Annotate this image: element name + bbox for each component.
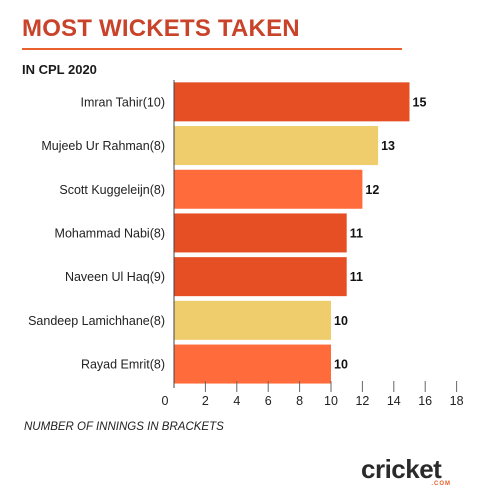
value-label: 13 [381, 139, 395, 153]
bar-chart: Imran Tahir(10) 15 Mujeeb Ur Rahman(8) 13 Sc… [28, 80, 464, 408]
value-label: 10 [334, 358, 348, 372]
value-label: 12 [365, 183, 379, 197]
x-tick-label: 8 [296, 394, 303, 408]
cricket-com-logo: cricket .COM [361, 456, 453, 490]
axis-group: 0 2 4 6 8 10 12 14 16 18 [162, 80, 464, 408]
x-tick-label: 16 [418, 394, 432, 408]
x-tick-label: 6 [265, 394, 272, 408]
category-label: Rayad Emrit(8) [81, 358, 165, 372]
x-tick-label: 14 [387, 394, 401, 408]
footnote: NUMBER OF INNINGS IN BRACKETS [24, 421, 224, 433]
title-underline [22, 48, 402, 50]
value-label: 15 [413, 95, 427, 109]
x-tick-label: 12 [355, 394, 369, 408]
bar [174, 126, 379, 166]
category-label: Scott Kuggeleijn(8) [59, 183, 165, 197]
bar [174, 300, 331, 340]
category-label: Mohammad Nabi(8) [55, 226, 165, 240]
bars-group: Imran Tahir(10) 15 Mujeeb Ur Rahman(8) 13 Sc… [28, 82, 427, 384]
bar [174, 213, 347, 253]
logo-wordmark: cricket [361, 454, 442, 484]
category-label: Naveen Ul Haq(9) [65, 270, 165, 284]
x-tick-label: 4 [233, 394, 240, 408]
x-tick-label: 2 [202, 394, 209, 408]
chart-subtitle: IN CPL 2020 [22, 62, 97, 77]
value-label: 10 [334, 314, 348, 328]
chart-title: MOST WICKETS TAKEN [22, 15, 300, 42]
category-label: Imran Tahir(10) [80, 95, 165, 109]
logo-suffix: .COM [431, 481, 451, 487]
category-label: Sandeep Lamichhane(8) [28, 314, 165, 328]
x-tick-label: 18 [450, 394, 464, 408]
bar [174, 344, 331, 384]
bar [174, 82, 410, 122]
x-tick-label: 10 [324, 394, 338, 408]
value-label: 11 [350, 270, 363, 284]
category-label: Mujeeb Ur Rahman(8) [41, 139, 165, 153]
bar [174, 169, 363, 209]
value-label: 11 [350, 226, 363, 240]
bar [174, 257, 347, 297]
x-tick-label: 0 [162, 394, 169, 408]
